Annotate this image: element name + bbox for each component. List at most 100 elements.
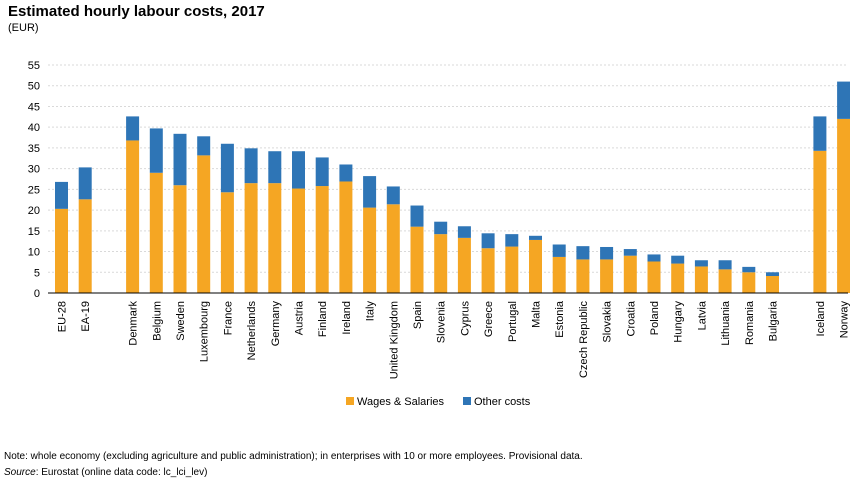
unit-label: (EUR) — [8, 22, 39, 34]
bar-other-costs — [552, 244, 566, 257]
bar-other-costs — [268, 151, 282, 184]
y-tick-label: 45 — [28, 101, 40, 113]
x-category-label: Bulgaria — [768, 300, 780, 341]
x-axis-labels: EU-28 EA-19 Denmark Belgium Sweden Luxembourg… — [57, 300, 850, 379]
bar-wages — [434, 234, 448, 293]
bar-other-costs — [386, 186, 400, 205]
bar-wages — [552, 256, 566, 293]
bar-wages — [481, 248, 495, 293]
y-tick-label: 0 — [34, 288, 40, 300]
x-category-label: Ireland — [341, 301, 353, 335]
bar-wages — [126, 140, 140, 293]
bar-other-costs — [173, 133, 187, 186]
bar-wages — [173, 185, 187, 293]
bar-wages — [623, 255, 637, 293]
x-category-label: Slovenia — [436, 300, 448, 343]
y-tick-label: 10 — [28, 247, 40, 259]
x-category-label: Lithuania — [720, 300, 732, 346]
bar-other-costs — [78, 167, 92, 200]
bar-other-costs — [647, 254, 661, 262]
legend-swatch-wages — [346, 397, 354, 405]
bar-other-costs — [55, 181, 68, 209]
x-category-label: Austria — [294, 300, 306, 335]
bar-wages — [244, 183, 258, 293]
x-category-label: Finland — [317, 301, 329, 337]
bar-wages — [742, 272, 756, 293]
x-category-label: Cyprus — [459, 301, 471, 336]
y-tick-label: 20 — [28, 205, 40, 217]
bar-wages — [55, 208, 68, 293]
y-tick-label: 35 — [28, 143, 40, 155]
bar-other-costs — [671, 255, 685, 264]
bar-chart: 0 5 10 15 20 25 30 35 40 45 50 55 EU-28 EA-19 Denmark… — [28, 60, 850, 408]
bar-wages — [600, 259, 614, 293]
bar-wages — [268, 183, 282, 293]
bar-wages — [647, 261, 661, 293]
source-label: Source — [4, 467, 36, 478]
bar-other-costs — [457, 226, 471, 238]
bar-wages — [197, 155, 211, 293]
bar-other-costs — [576, 246, 590, 260]
bar-wages — [837, 118, 850, 294]
source-line: Source: Eurostat (online data code: lc_l… — [4, 467, 207, 478]
bar-other-costs — [410, 205, 424, 227]
y-tick-label: 30 — [28, 164, 40, 176]
bar-other-costs — [292, 151, 305, 189]
x-category-label: Slovakia — [602, 300, 614, 342]
bar-other-costs — [149, 128, 163, 173]
x-category-label: Netherlands — [246, 301, 258, 361]
x-category-label: Romania — [744, 300, 756, 345]
bar-other-costs — [837, 81, 850, 119]
bar-wages — [220, 192, 234, 293]
bar-wages — [813, 150, 827, 293]
x-category-label: Czech Republic — [578, 301, 590, 379]
legend: Wages & Salaries Other costs — [346, 396, 531, 408]
bar-wages — [386, 204, 400, 293]
x-category-label: EU-28 — [57, 301, 69, 332]
source-text: : Eurostat (online data code: lc_lci_lev… — [35, 467, 208, 478]
x-category-label: Malta — [531, 300, 543, 328]
x-category-label: Croatia — [625, 300, 637, 336]
bar-other-costs — [315, 157, 329, 187]
bar-wages — [529, 239, 542, 293]
gridlines — [48, 64, 848, 273]
legend-label-other: Other costs — [474, 396, 531, 408]
bar-wages — [457, 237, 471, 293]
x-category-label: EA-19 — [80, 301, 92, 332]
x-category-label: Norway — [839, 301, 850, 339]
y-tick-label: 5 — [34, 267, 40, 279]
x-category-label: France — [222, 301, 234, 335]
bar-other-costs — [742, 266, 756, 273]
y-tick-label: 55 — [28, 60, 40, 72]
bar-wages — [339, 181, 353, 293]
bar-other-costs — [694, 260, 708, 267]
bar-other-costs — [766, 272, 779, 277]
x-category-label: Estonia — [554, 300, 566, 338]
bar-other-costs — [244, 148, 258, 184]
legend-swatch-other — [463, 397, 471, 405]
bar-wages — [576, 259, 590, 293]
bar-wages — [694, 266, 708, 293]
x-category-label: Luxembourg — [199, 301, 211, 362]
chart-title: Estimated hourly labour costs, 2017 — [8, 3, 265, 20]
y-axis-ticks: 0 5 10 15 20 25 30 35 40 45 50 55 — [28, 60, 40, 300]
bar-other-costs — [813, 116, 827, 151]
y-tick-label: 25 — [28, 184, 40, 196]
x-category-label: Iceland — [815, 301, 827, 336]
y-tick-label: 15 — [28, 226, 40, 238]
bar-other-costs — [623, 249, 637, 256]
bar-wages — [410, 226, 424, 293]
x-category-label: Italy — [365, 301, 377, 322]
x-category-label: Denmark — [128, 301, 140, 346]
bar-other-costs — [363, 176, 377, 208]
bar-other-costs — [339, 164, 353, 182]
bar-wages — [505, 246, 519, 293]
x-category-label: Belgium — [151, 301, 163, 341]
x-category-label: Latvia — [696, 300, 708, 330]
bar-wages — [292, 188, 305, 293]
bars — [55, 81, 850, 294]
bar-other-costs — [220, 143, 234, 193]
x-category-label: Greece — [483, 301, 495, 337]
bar-wages — [718, 269, 732, 293]
bar-wages — [149, 172, 163, 293]
